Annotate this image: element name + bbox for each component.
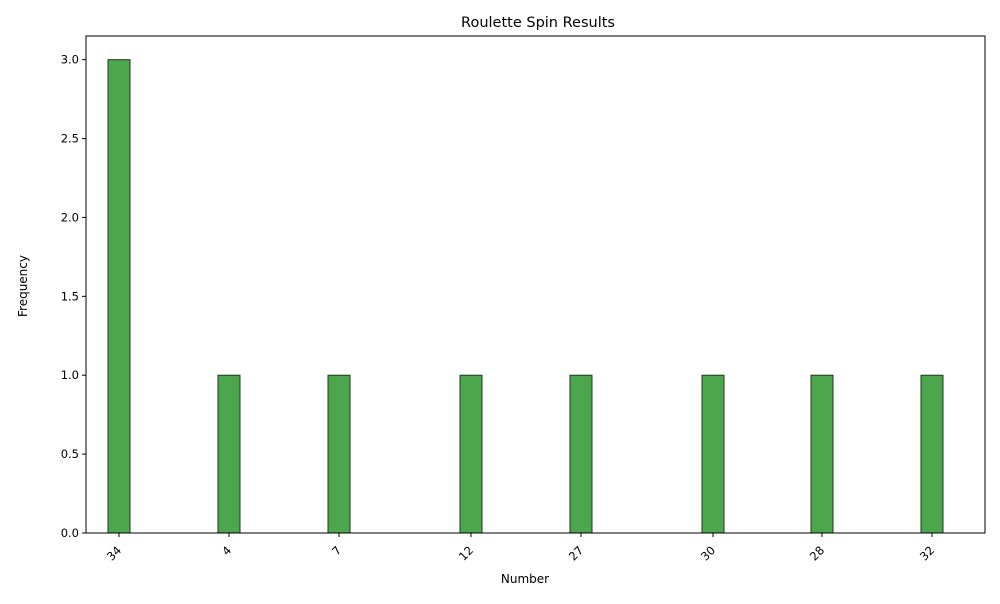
y-tick-label: 0.0 [61, 526, 79, 540]
plot-frame [85, 35, 986, 534]
bar-27 [569, 374, 593, 534]
x-tick-label: 4 [219, 543, 234, 558]
bar-32 [920, 374, 944, 534]
x-axis-label: Number [501, 572, 549, 586]
bar-34 [107, 59, 131, 534]
chart-title: Roulette Spin Results [461, 15, 615, 31]
bar-4 [217, 374, 241, 534]
y-tick-label: 1.5 [61, 289, 79, 303]
bars-layer [107, 59, 944, 534]
y-tick-label: 3.0 [61, 53, 79, 67]
bar-12 [459, 374, 483, 534]
x-tick-label: 12 [456, 543, 476, 563]
y-ticks-layer: 0.0 0.5 1.0 1.5 2.0 2.5 3.0 [61, 53, 86, 540]
x-tick-label: 27 [566, 543, 586, 563]
x-tick-label: 7 [329, 543, 344, 558]
bar-30 [701, 374, 725, 534]
bar-28 [810, 374, 834, 534]
axes-layer [85, 35, 986, 534]
x-tick-label: 32 [917, 543, 937, 563]
x-tick-label: 34 [104, 543, 124, 563]
bar-7 [327, 374, 351, 534]
x-tick-label: 30 [698, 543, 718, 563]
x-tick-label: 28 [807, 543, 827, 563]
y-tick-label: 1.0 [61, 368, 79, 382]
y-tick-label: 2.0 [61, 210, 79, 224]
x-ticks-layer: 34 4 7 12 27 30 28 32 [104, 533, 937, 563]
y-tick-label: 0.5 [61, 447, 79, 461]
y-tick-label: 2.5 [61, 132, 79, 146]
y-axis-label: Frequency [16, 255, 30, 317]
